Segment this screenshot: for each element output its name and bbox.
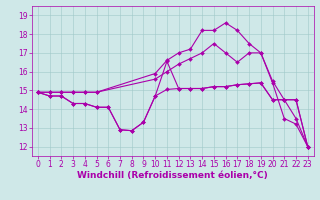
X-axis label: Windchill (Refroidissement éolien,°C): Windchill (Refroidissement éolien,°C) [77,171,268,180]
